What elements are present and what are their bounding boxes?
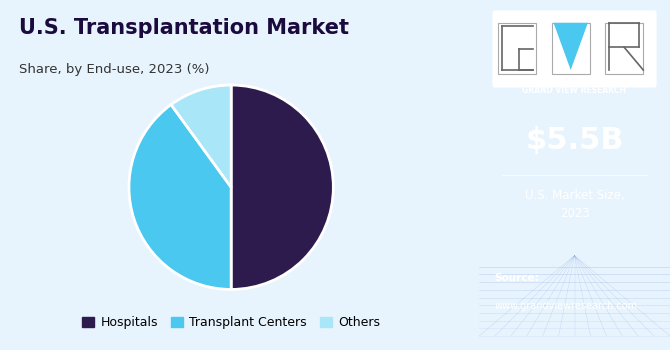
Text: $5.5B: $5.5B xyxy=(525,126,624,154)
Text: U.S. Market Size,
2023: U.S. Market Size, 2023 xyxy=(525,189,624,220)
Text: www.grandviewresearch.com: www.grandviewresearch.com xyxy=(494,301,637,311)
Text: Source:: Source: xyxy=(494,273,539,283)
Text: U.S. Transplantation Market: U.S. Transplantation Market xyxy=(19,18,349,37)
Bar xyxy=(605,23,643,74)
FancyBboxPatch shape xyxy=(492,10,657,88)
Bar xyxy=(498,23,537,74)
Polygon shape xyxy=(553,23,588,70)
Wedge shape xyxy=(231,85,334,289)
Wedge shape xyxy=(129,105,231,289)
Legend: Hospitals, Transplant Centers, Others: Hospitals, Transplant Centers, Others xyxy=(77,311,385,334)
Text: Share, by End-use, 2023 (%): Share, by End-use, 2023 (%) xyxy=(19,63,210,76)
Wedge shape xyxy=(171,85,231,187)
Text: GRAND VIEW RESEARCH: GRAND VIEW RESEARCH xyxy=(523,86,626,95)
Bar xyxy=(551,23,590,74)
